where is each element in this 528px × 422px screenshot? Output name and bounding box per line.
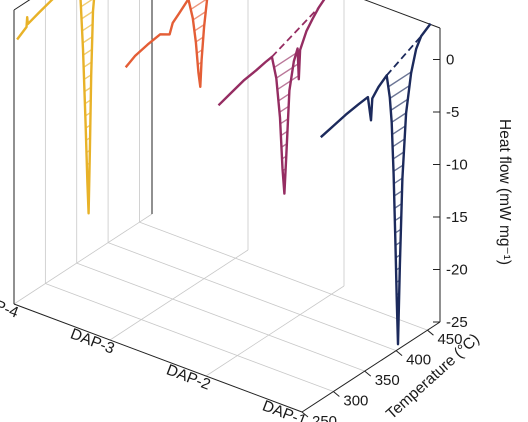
hatch-line (389, 84, 410, 99)
floor-gridline (205, 285, 345, 377)
z-tick-label: -5 (446, 104, 459, 121)
curve-dap-2 (217, 0, 326, 195)
x-tick-label: 250 (312, 413, 337, 422)
hatch-line (192, 11, 207, 21)
hatch-line (387, 71, 412, 88)
x-tick (427, 329, 434, 336)
x-tick-label: 400 (406, 352, 431, 369)
hatch-line (81, 10, 94, 20)
back-wall-grid (13, 0, 441, 322)
floor-gridline (109, 249, 249, 341)
hatch-line (190, 0, 207, 11)
hatch-line (279, 105, 290, 113)
x-tick (395, 350, 403, 357)
curve-dap-1 (319, 22, 432, 346)
hatch-line (275, 62, 300, 79)
floor-gridline (107, 242, 397, 352)
hatch-line (82, 36, 93, 44)
category-label: DAP-2 (164, 362, 213, 394)
hatch-line (391, 112, 407, 123)
hatch-line (391, 125, 406, 136)
series-dap-1 (319, 22, 432, 346)
baseline-dap-1 (386, 35, 422, 76)
right-wall (152, 0, 440, 322)
hatch-line (393, 177, 403, 185)
curve-dap-4 (16, 0, 96, 215)
floor-gridline (76, 262, 365, 372)
z-tick-label: -25 (446, 314, 468, 331)
z-axis-label: Heat flow (mW mg⁻¹) (496, 119, 513, 265)
left-wall (14, 0, 152, 304)
x-tick-label: 300 (343, 393, 368, 410)
hatch-line (390, 98, 409, 111)
series-dap-3 (124, 0, 209, 88)
hatch-line (81, 23, 94, 32)
z-tick-label: -20 (446, 262, 468, 279)
z-tick-label: -15 (446, 209, 468, 226)
hatch-line (392, 151, 405, 160)
baseline-dap-2 (271, 6, 320, 58)
series-layer (16, 0, 432, 346)
category-label: DAP-1 (260, 398, 309, 422)
curve-dap-3 (124, 0, 209, 88)
hatch-line (278, 93, 290, 102)
hatch-line (393, 190, 403, 197)
plot-box (13, 0, 441, 304)
category-label: DAP-3 (68, 326, 117, 358)
floor-gridline (13, 213, 153, 305)
hatch-line (80, 0, 93, 8)
x-tick-label: 350 (375, 372, 400, 389)
x-tick-label: 450 (437, 331, 462, 348)
box-edge (363, 0, 441, 29)
series-dap-2 (217, 0, 326, 195)
x-tick (301, 411, 309, 418)
hatch-line (276, 74, 300, 91)
floor-gridline (45, 283, 334, 392)
hatch-line (279, 118, 289, 125)
x-tick (333, 391, 340, 397)
floor-gridline (139, 221, 428, 331)
z-tick-label: -10 (446, 157, 468, 174)
hatch-line (392, 138, 406, 148)
hatch-line (393, 164, 404, 172)
z-tick-label: 0 (446, 52, 454, 69)
hatch-line (194, 23, 205, 32)
box-edge (301, 321, 441, 413)
hatch-line (83, 61, 92, 68)
front-edges (13, 28, 441, 413)
series-dap-4 (16, 0, 96, 215)
box-edge (13, 303, 303, 413)
hatch-line (82, 48, 93, 56)
hatch-line (83, 74, 92, 81)
x-tick (364, 370, 372, 377)
